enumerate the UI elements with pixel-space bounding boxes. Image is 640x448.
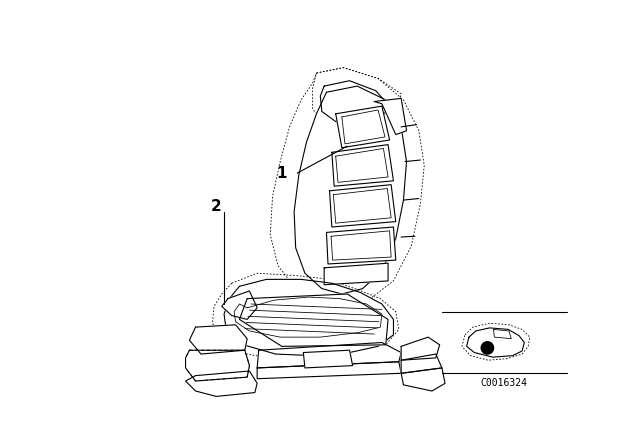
Polygon shape xyxy=(294,86,406,294)
Polygon shape xyxy=(332,145,394,186)
Polygon shape xyxy=(401,354,442,373)
Polygon shape xyxy=(401,368,445,391)
Polygon shape xyxy=(303,350,353,368)
Polygon shape xyxy=(224,280,394,356)
Polygon shape xyxy=(336,106,390,148)
Polygon shape xyxy=(374,99,406,134)
Polygon shape xyxy=(221,291,257,319)
Polygon shape xyxy=(324,263,388,285)
Polygon shape xyxy=(257,362,401,379)
Polygon shape xyxy=(189,325,247,354)
Polygon shape xyxy=(320,81,390,125)
Circle shape xyxy=(481,342,493,354)
Text: 2: 2 xyxy=(211,199,221,214)
Polygon shape xyxy=(467,328,524,357)
Polygon shape xyxy=(401,337,440,360)
Polygon shape xyxy=(186,371,257,396)
Polygon shape xyxy=(330,185,396,227)
Text: C0016324: C0016324 xyxy=(481,378,528,388)
Polygon shape xyxy=(257,343,401,368)
Polygon shape xyxy=(239,294,388,346)
Text: 1: 1 xyxy=(276,166,287,181)
Polygon shape xyxy=(186,350,250,381)
Polygon shape xyxy=(326,227,396,264)
